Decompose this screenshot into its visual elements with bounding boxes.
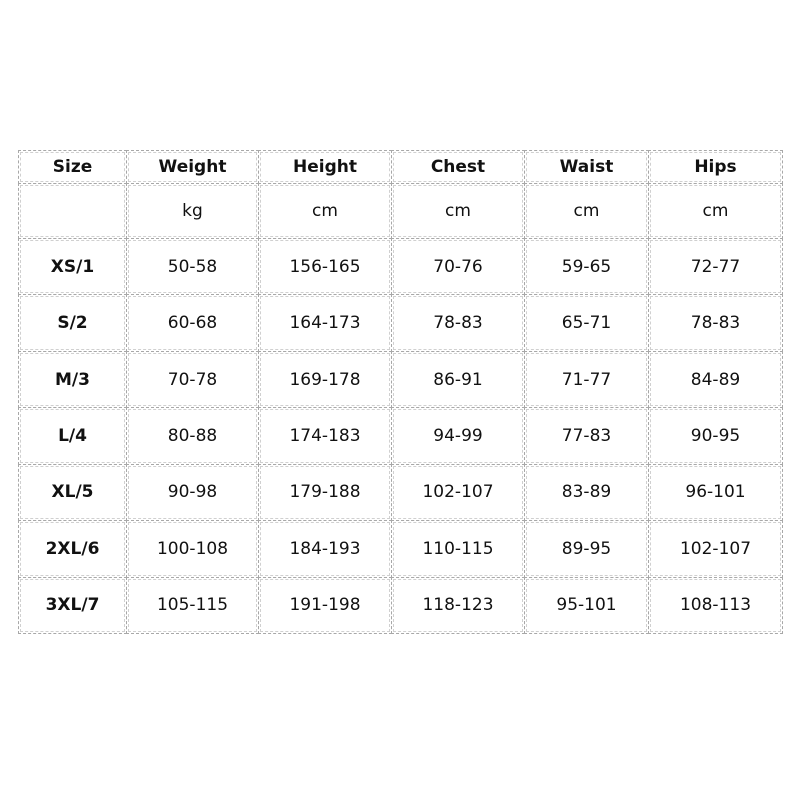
- size-cell: M/3: [18, 350, 127, 409]
- value-cell: 100-108: [126, 520, 259, 578]
- header-cell: Height: [258, 150, 392, 184]
- value-cell: 191-198: [258, 576, 392, 634]
- value-cell: 70-78: [126, 350, 259, 409]
- value-cell: 86-91: [391, 350, 525, 409]
- header-cell: Size: [18, 150, 127, 184]
- header-cell: Chest: [391, 150, 525, 184]
- value-cell: 102-107: [648, 520, 783, 578]
- header-cell: Hips: [648, 150, 783, 184]
- unit-cell: cm: [391, 183, 525, 239]
- value-cell: 105-115: [126, 576, 259, 634]
- value-cell: 90-98: [126, 463, 259, 522]
- value-cell: 179-188: [258, 463, 392, 522]
- value-cell: 102-107: [391, 463, 525, 522]
- unit-cell: cm: [524, 183, 649, 239]
- size-cell: XS/1: [18, 238, 127, 296]
- value-cell: 110-115: [391, 520, 525, 578]
- value-cell: 70-76: [391, 238, 525, 296]
- value-cell: 50-58: [126, 238, 259, 296]
- value-cell: 96-101: [648, 463, 783, 522]
- unit-cell: cm: [258, 183, 392, 239]
- value-cell: 71-77: [524, 350, 649, 409]
- unit-cell: cm: [648, 183, 783, 239]
- value-cell: 78-83: [391, 294, 525, 352]
- size-cell: L/4: [18, 407, 127, 465]
- value-cell: 94-99: [391, 407, 525, 465]
- value-cell: 60-68: [126, 294, 259, 352]
- unit-cell: kg: [126, 183, 259, 239]
- value-cell: 118-123: [391, 576, 525, 634]
- header-cell: Weight: [126, 150, 259, 184]
- value-cell: 84-89: [648, 350, 783, 409]
- value-cell: 72-77: [648, 238, 783, 296]
- size-cell: XL/5: [18, 463, 127, 522]
- header-cell: Waist: [524, 150, 649, 184]
- value-cell: 184-193: [258, 520, 392, 578]
- empty-cell: [18, 183, 127, 239]
- value-cell: 89-95: [524, 520, 649, 578]
- size-cell: 2XL/6: [18, 520, 127, 578]
- value-cell: 156-165: [258, 238, 392, 296]
- value-cell: 80-88: [126, 407, 259, 465]
- value-cell: 108-113: [648, 576, 783, 634]
- value-cell: 65-71: [524, 294, 649, 352]
- value-cell: 95-101: [524, 576, 649, 634]
- value-cell: 174-183: [258, 407, 392, 465]
- value-cell: 83-89: [524, 463, 649, 522]
- size-cell: 3XL/7: [18, 576, 127, 634]
- size-cell: S/2: [18, 294, 127, 352]
- value-cell: 59-65: [524, 238, 649, 296]
- value-cell: 90-95: [648, 407, 783, 465]
- value-cell: 169-178: [258, 350, 392, 409]
- value-cell: 78-83: [648, 294, 783, 352]
- value-cell: 164-173: [258, 294, 392, 352]
- value-cell: 77-83: [524, 407, 649, 465]
